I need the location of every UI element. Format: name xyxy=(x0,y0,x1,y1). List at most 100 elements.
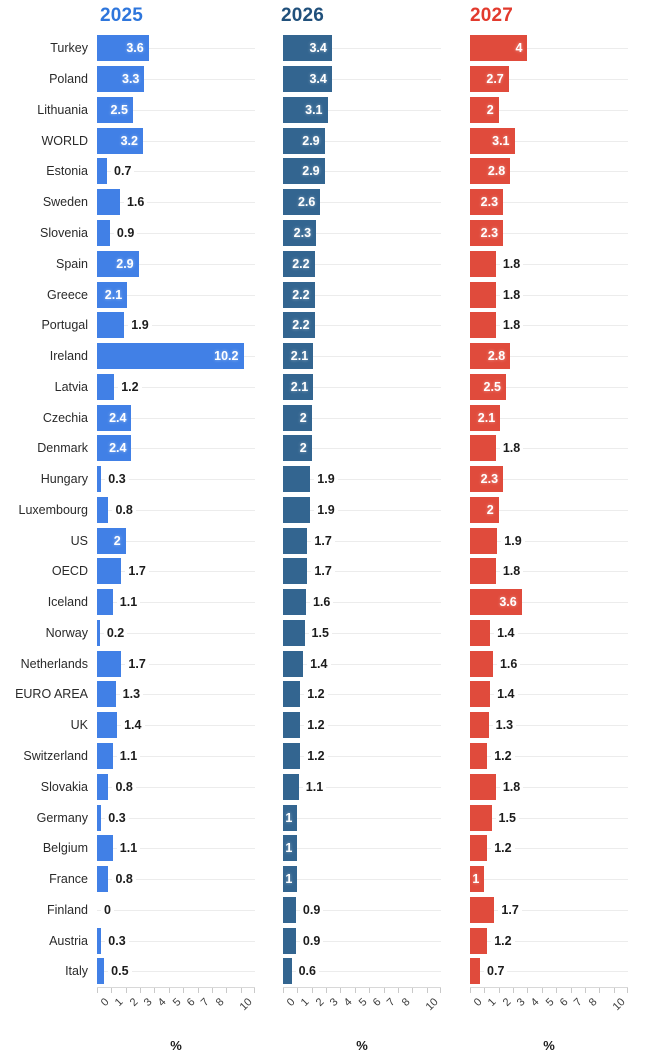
plot-cell-2027: 1.2 xyxy=(470,925,628,956)
plot-cell-2026: 1 xyxy=(283,864,441,895)
row-gridline xyxy=(470,325,628,327)
row-gridline xyxy=(470,940,628,942)
bar-2026 xyxy=(283,896,296,923)
value-label: 0.8 xyxy=(112,779,136,794)
column-gap xyxy=(255,433,283,464)
column-gap xyxy=(441,33,470,64)
column-gap xyxy=(441,125,470,156)
row-gridline xyxy=(470,386,628,388)
row-gridline xyxy=(283,79,441,81)
value-label: 2.4 xyxy=(109,441,127,456)
plot-cell-2026: 3.1 xyxy=(283,95,441,126)
bar-2025: 3.6 xyxy=(97,35,149,62)
bar-2027: 4 xyxy=(470,35,528,62)
column-gap xyxy=(255,587,283,618)
bar-2026: 2.2 xyxy=(283,312,315,339)
axis-tick xyxy=(211,988,213,993)
value-label: 1.2 xyxy=(118,379,142,395)
bar-2027 xyxy=(470,250,496,277)
value-label: 1.2 xyxy=(304,748,328,764)
x-axis-unit-label: % xyxy=(543,1038,555,1053)
row-gridline xyxy=(97,263,255,265)
row-gridline xyxy=(97,571,255,573)
category-label: Poland xyxy=(49,72,88,87)
bar-2027 xyxy=(470,312,496,339)
plot-cell-2026: 2.3 xyxy=(283,218,441,249)
row-gridline xyxy=(470,663,628,665)
bar-2027: 2.3 xyxy=(470,189,504,216)
row-gridline xyxy=(97,479,255,481)
axis-tick-label: 5 xyxy=(543,996,557,1009)
bar-2025 xyxy=(97,619,100,646)
axis-left-spacer xyxy=(0,987,97,1056)
axis-tick-label: 4 xyxy=(156,996,169,1009)
value-label: 1 xyxy=(285,810,293,825)
bar-2025: 2 xyxy=(97,527,126,554)
axis-tick xyxy=(484,988,486,993)
value-label: 2.2 xyxy=(292,318,310,333)
column-gap xyxy=(255,218,283,249)
chart-row: France 0.8 1 1 xyxy=(0,864,650,895)
value-label: 0.6 xyxy=(295,964,319,979)
value-label: 2 xyxy=(113,533,121,548)
category-label: Lithuania xyxy=(37,102,88,117)
bar-2027: 1 xyxy=(470,866,485,893)
row-gridline xyxy=(283,817,441,819)
axis-tick-label: 2 xyxy=(127,996,141,1009)
category-label: Turkey xyxy=(50,41,88,56)
column-gap xyxy=(441,95,470,126)
row-gridline xyxy=(97,602,255,604)
plot-cell-2027: 1.8 xyxy=(470,310,628,341)
row-gridline xyxy=(97,817,255,819)
plot-cell-2025: 3.2 xyxy=(97,125,255,156)
axis-tick-label: 2 xyxy=(500,996,514,1009)
plot-cell-2026: 3.4 xyxy=(283,33,441,64)
chart-row: Spain 2.9 2.2 1.8 xyxy=(0,248,650,279)
bar-2025 xyxy=(97,189,120,216)
plot-cell-2025: 0.8 xyxy=(97,494,255,525)
bar-2025 xyxy=(97,866,109,893)
chart-row: Slovenia 0.9 2.3 2.3 xyxy=(0,218,650,249)
column-gap xyxy=(441,741,470,772)
column-gap xyxy=(255,679,283,710)
plot-cell-2027: 2 xyxy=(470,494,628,525)
plot-cell-2026: 1.7 xyxy=(283,525,441,556)
bar-2027: 3.6 xyxy=(470,589,522,616)
category-label: France xyxy=(49,872,88,887)
plot-cell-2025: 0.5 xyxy=(97,956,255,987)
value-label: 2 xyxy=(299,410,307,425)
axis-tick-label: 5 xyxy=(170,996,184,1009)
value-label: 2.2 xyxy=(292,287,310,302)
value-label: 1.7 xyxy=(125,656,149,671)
column-gap xyxy=(441,710,470,741)
row-gridline xyxy=(470,479,628,481)
column-gap xyxy=(255,125,283,156)
axis-tick-label: 7 xyxy=(572,996,586,1009)
value-label: 1.3 xyxy=(119,687,144,702)
axis-tick-label: 8 xyxy=(586,996,600,1009)
bar-2027 xyxy=(470,896,495,923)
value-label: 3.6 xyxy=(126,41,144,56)
plot-cell-2026: 1.4 xyxy=(283,648,441,679)
row-gridline xyxy=(470,755,628,757)
value-label: 3.1 xyxy=(492,133,510,148)
value-label: 1.5 xyxy=(495,810,519,825)
chart-row: Norway 0.2 1.5 1.4 xyxy=(0,618,650,649)
bar-2026: 1 xyxy=(283,866,298,893)
row-gridline xyxy=(470,417,628,419)
axis-tick xyxy=(125,988,127,993)
column-gap xyxy=(255,618,283,649)
value-label: 2.9 xyxy=(302,164,320,179)
value-label: 3.1 xyxy=(305,102,323,117)
bar-2025 xyxy=(97,158,108,185)
value-label: 0.8 xyxy=(112,502,136,518)
row-gridline xyxy=(470,632,628,634)
value-label: 2 xyxy=(299,441,307,456)
column-gap xyxy=(441,771,470,802)
bar-2027 xyxy=(470,927,488,954)
bar-2027 xyxy=(470,742,488,769)
plot-cell-2027: 2.3 xyxy=(470,187,628,218)
chart-row: Denmark 2.4 2 1.8 xyxy=(0,433,650,464)
plot-cell-2026: 1.7 xyxy=(283,556,441,587)
